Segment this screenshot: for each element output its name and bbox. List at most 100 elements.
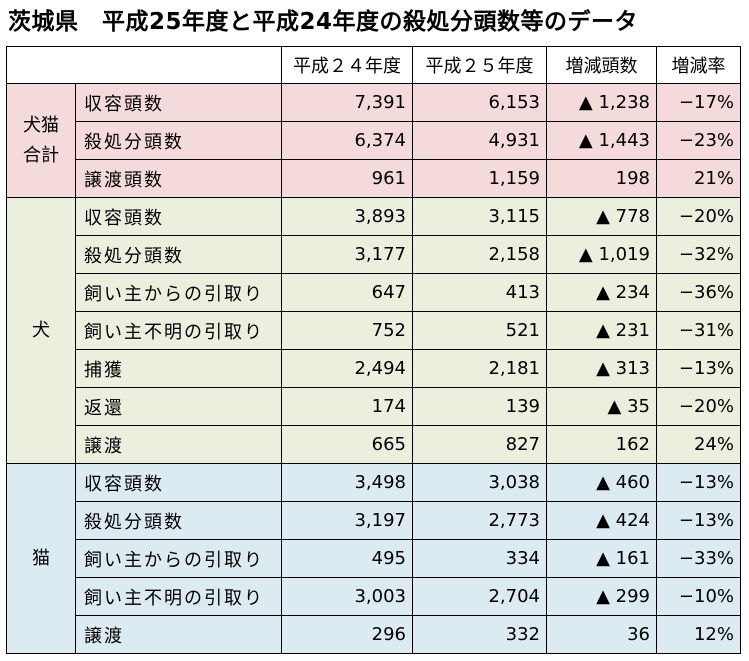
cell-h25: 827 xyxy=(412,425,547,464)
cell-change: ▲ 161 xyxy=(546,539,657,578)
row-label: 収容頭数 xyxy=(75,83,282,122)
cell-h24: 3,177 xyxy=(281,235,413,274)
cell-change: 36 xyxy=(546,615,657,654)
cell-h25: 3,115 xyxy=(412,197,547,236)
cell-rate: −13% xyxy=(656,463,741,502)
cell-rate: −13% xyxy=(656,501,741,540)
table-row: 飼い主不明の引取り 3,003 2,704 ▲ 299 −10% xyxy=(7,577,741,616)
table-row: 捕獲 2,494 2,181 ▲ 313 −13% xyxy=(7,349,741,388)
cell-rate: 12% xyxy=(656,615,741,654)
header-row: 平成２４年度 平成２５年度 増減頭数 増減率 xyxy=(6,46,741,84)
cell-h24: 3,893 xyxy=(281,197,413,236)
table-row: 譲渡 296 332 36 12% xyxy=(7,615,741,654)
group-dog-label: 犬 xyxy=(6,197,76,464)
table-row: 猫収容頭数 3,498 3,038 ▲ 460 −13% xyxy=(6,463,741,654)
row-label: 捕獲 xyxy=(75,349,282,388)
cell-rate: −20% xyxy=(656,387,741,426)
row-label: 譲渡頭数 xyxy=(75,159,282,198)
group-dogcat-total-label: 犬猫 合計 xyxy=(6,83,76,198)
cell-rate: −10% xyxy=(656,577,741,616)
header-corner xyxy=(6,46,282,84)
header-change: 増減頭数 xyxy=(546,46,657,84)
table-row: 殺処分頭数 3,177 2,158 ▲ 1,019 −32% xyxy=(7,235,741,274)
cell-h24: 3,498 xyxy=(281,463,413,502)
cell-h24: 6,374 xyxy=(281,121,413,160)
table-row: 返還 174 139 ▲ 35 −20% xyxy=(7,387,741,426)
page-title: 茨城県 平成25年度と平成24年度の殺処分頭数等のデータ xyxy=(8,9,639,35)
cell-h25: 334 xyxy=(412,539,547,578)
table-row: 飼い主からの引取り 495 334 ▲ 161 −33% xyxy=(7,539,741,578)
row-label: 収容頭数 xyxy=(75,463,282,502)
header-h24: 平成２４年度 xyxy=(281,46,413,84)
cell-rate: −17% xyxy=(656,83,741,122)
cell-h24: 296 xyxy=(281,615,413,654)
cell-h24: 2,494 xyxy=(281,349,413,388)
cell-h24: 3,197 xyxy=(281,501,413,540)
header-rate: 増減率 xyxy=(656,46,741,84)
row-label: 返還 xyxy=(75,387,282,426)
table-row: 譲渡頭数 961 1,159 198 21% xyxy=(7,159,741,198)
cell-rate: −33% xyxy=(656,539,741,578)
table-row: 飼い主不明の引取り 752 521 ▲ 231 −31% xyxy=(7,311,741,350)
row-label: 譲渡 xyxy=(75,425,282,464)
cell-h24: 3,003 xyxy=(281,577,413,616)
cell-h24: 495 xyxy=(281,539,413,578)
table-row: 飼い主からの引取り 647 413 ▲ 234 −36% xyxy=(7,273,741,312)
cell-change: ▲ 778 xyxy=(546,197,657,236)
cell-change: 162 xyxy=(546,425,657,464)
group-cat-label: 猫 xyxy=(6,463,76,654)
cell-change: ▲ 460 xyxy=(546,463,657,502)
cell-rate: 24% xyxy=(656,425,741,464)
data-table: 平成２４年度 平成２５年度 増減頭数 増減率 犬猫 合計 収容頭数 7,391 6,1… xyxy=(6,46,741,654)
cell-h24: 647 xyxy=(281,273,413,312)
cell-change: ▲ 313 xyxy=(546,349,657,388)
cell-h25: 1,159 xyxy=(412,159,547,198)
cell-h24: 665 xyxy=(281,425,413,464)
row-label: 殺処分頭数 xyxy=(75,235,282,274)
table-row: 譲渡 665 827 162 24% xyxy=(7,425,741,464)
row-label: 殺処分頭数 xyxy=(75,121,282,160)
cell-h24: 174 xyxy=(281,387,413,426)
table-row: 殺処分頭数 3,197 2,773 ▲ 424 −13% xyxy=(7,501,741,540)
cell-rate: −36% xyxy=(656,273,741,312)
row-label: 収容頭数 xyxy=(75,197,282,236)
cell-h25: 2,158 xyxy=(412,235,547,274)
cell-h25: 413 xyxy=(412,273,547,312)
cell-h25: 2,704 xyxy=(412,577,547,616)
cell-change: ▲ 35 xyxy=(546,387,657,426)
row-label: 飼い主からの引取り xyxy=(75,539,282,578)
cell-change: ▲ 424 xyxy=(546,501,657,540)
cell-h25: 2,181 xyxy=(412,349,547,388)
cell-rate: −20% xyxy=(656,197,741,236)
table-row: 犬猫 合計 収容頭数 7,391 6,153 ▲ 1,238 −17% xyxy=(6,83,741,198)
cell-h25: 2,773 xyxy=(412,501,547,540)
row-label: 譲渡 xyxy=(75,615,282,654)
cell-rate: 21% xyxy=(656,159,741,198)
row-label: 飼い主からの引取り xyxy=(75,273,282,312)
cell-rate: −23% xyxy=(656,121,741,160)
cell-change: ▲ 1,238 xyxy=(546,83,657,122)
cell-h24: 752 xyxy=(281,311,413,350)
cell-change: ▲ 1,019 xyxy=(546,235,657,274)
cell-rate: −13% xyxy=(656,349,741,388)
cell-rate: −31% xyxy=(656,311,741,350)
row-label: 飼い主不明の引取り xyxy=(75,311,282,350)
row-label: 殺処分頭数 xyxy=(75,501,282,540)
table-row: 犬収容頭数 3,893 3,115 ▲ 778 −20% xyxy=(6,197,741,464)
table-row: 殺処分頭数 6,374 4,931 ▲ 1,443 −23% xyxy=(7,121,741,160)
cell-change: 198 xyxy=(546,159,657,198)
cell-h25: 139 xyxy=(412,387,547,426)
cell-change: ▲ 1,443 xyxy=(546,121,657,160)
cell-change: ▲ 234 xyxy=(546,273,657,312)
cell-h25: 332 xyxy=(412,615,547,654)
cell-h25: 3,038 xyxy=(412,463,547,502)
cell-h25: 521 xyxy=(412,311,547,350)
cell-rate: −32% xyxy=(656,235,741,274)
cell-h24: 961 xyxy=(281,159,413,198)
header-h25: 平成２５年度 xyxy=(412,46,547,84)
cell-h25: 4,931 xyxy=(412,121,547,160)
row-label: 飼い主不明の引取り xyxy=(75,577,282,616)
cell-change: ▲ 299 xyxy=(546,577,657,616)
cell-h24: 7,391 xyxy=(281,83,413,122)
cell-h25: 6,153 xyxy=(412,83,547,122)
